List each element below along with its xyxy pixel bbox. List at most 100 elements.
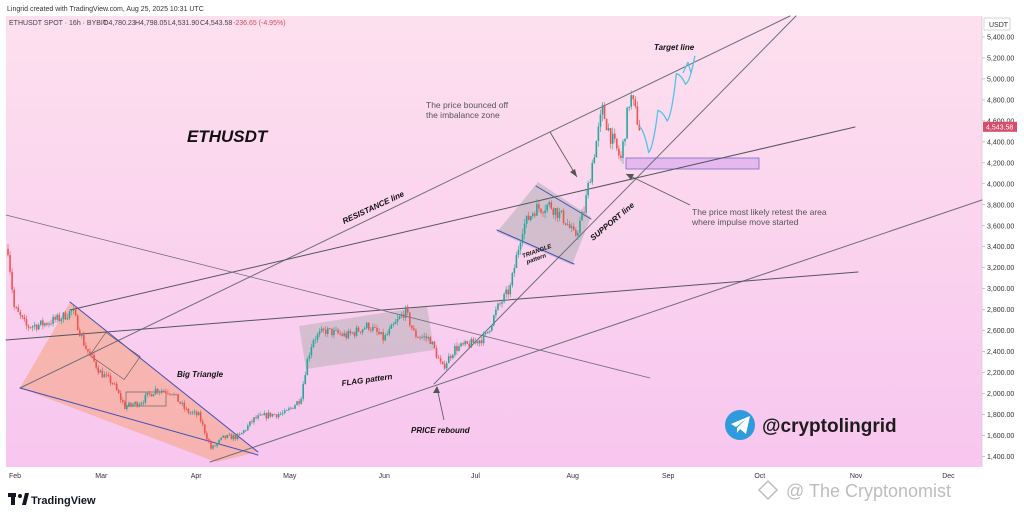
candle-body: [105, 374, 108, 376]
retest-label: The price most likely retest the area wh…: [691, 207, 829, 227]
candle-body: [277, 414, 280, 418]
candle-body: [230, 434, 233, 440]
candle-body: [35, 324, 38, 330]
candle-body: [296, 401, 298, 406]
inner-pattern-box-2: [125, 391, 167, 407]
candle-body: [195, 411, 198, 416]
candle-body: [550, 202, 553, 209]
candle-body: [409, 312, 411, 326]
candle-body: [50, 323, 52, 325]
candle-body: [21, 315, 24, 318]
candle-body: [93, 354, 95, 362]
y-tick-label: 3,600.00: [987, 223, 1014, 230]
y-tick-label: 4,400.00: [987, 139, 1014, 146]
candle-body: [611, 133, 614, 144]
candle-body: [593, 157, 596, 163]
candle-body: [573, 226, 575, 230]
candle-body: [497, 303, 499, 310]
candle-body: [603, 104, 606, 120]
candle-body: [488, 330, 491, 332]
candle-body: [499, 303, 501, 305]
current-price-tag: 4,543.58: [983, 121, 1017, 132]
candle-body: [419, 337, 421, 339]
candle-body: [109, 375, 112, 384]
candle-body: [275, 414, 278, 418]
target-label: Target line: [654, 43, 695, 52]
candle-body: [294, 405, 296, 409]
candle-body: [536, 204, 538, 216]
diamond-logo-icon: [757, 479, 779, 501]
candle-body: [134, 401, 136, 405]
y-tick-label: 5,200.00: [987, 55, 1014, 62]
candle-body: [76, 315, 79, 331]
candle-body: [577, 232, 579, 236]
candle-body: [214, 445, 216, 447]
x-tick-label: Nov: [850, 473, 863, 480]
candle-body: [398, 316, 401, 319]
candle-body: [331, 328, 333, 336]
candle-body: [370, 329, 372, 331]
projection-path: [638, 55, 696, 154]
current-price-label: 4,543.58: [986, 124, 1013, 131]
candle-body: [368, 322, 370, 330]
watermark: @ The Cryptonomist: [757, 479, 951, 501]
candle-body: [298, 401, 300, 404]
candle-body: [347, 331, 350, 339]
candle-body: [365, 322, 368, 329]
candle-body: [546, 204, 548, 211]
candle-body: [255, 417, 257, 419]
rebound-arrow: [436, 387, 445, 421]
candle-body: [570, 226, 573, 228]
retest-arrowhead: [626, 174, 634, 180]
candle-body: [423, 336, 425, 338]
candle-body: [281, 412, 284, 414]
y-tick-label: 2,400.00: [987, 349, 1014, 356]
candle-body: [353, 332, 356, 336]
y-tick-label: 1,800.00: [987, 412, 1014, 419]
candle-body: [460, 343, 462, 347]
tradingview-logo: TradingView: [8, 493, 96, 507]
y-tick-label: 2,800.00: [987, 307, 1014, 314]
candle-body: [242, 430, 245, 433]
candle-body: [335, 329, 337, 331]
candle-body: [482, 334, 485, 344]
candle-body: [115, 383, 118, 390]
candle-body: [529, 216, 532, 220]
y-tick-label: 5,000.00: [987, 76, 1014, 83]
candle-body: [23, 317, 26, 320]
candle-body: [445, 363, 448, 369]
candle-body: [99, 370, 102, 373]
candle-body: [452, 354, 454, 358]
candle-body: [616, 138, 618, 149]
candle-body: [54, 316, 56, 320]
candle-body: [503, 294, 505, 302]
candle-body: [251, 421, 253, 423]
candle-body: [163, 390, 165, 392]
candle-body: [519, 243, 522, 250]
tradingview-brand: TradingView: [31, 495, 96, 507]
candle-body: [60, 319, 63, 321]
candle-body: [614, 133, 616, 139]
retest-line-1: The price most likely retest the area: [692, 207, 827, 217]
candle-body: [378, 331, 380, 335]
candle-body: [208, 439, 210, 442]
ohlc-close: C4,543.58: [200, 20, 232, 27]
candle-body: [304, 375, 307, 385]
candle-body: [247, 425, 249, 431]
candle-body: [517, 249, 520, 255]
candle-body: [40, 320, 42, 325]
candle-body: [119, 393, 122, 401]
candle-body: [609, 128, 612, 144]
candle-body: [359, 331, 362, 333]
candle-body: [396, 318, 399, 322]
candle-body: [628, 106, 630, 109]
candle-body: [269, 412, 272, 417]
candle-body: [15, 307, 17, 308]
candle-body: [425, 336, 427, 339]
candle-body: [421, 336, 423, 338]
candle-body: [210, 441, 212, 449]
candle-body: [171, 394, 173, 395]
y-tick-label: 5,400.00: [987, 34, 1014, 41]
candle-body: [224, 435, 227, 439]
